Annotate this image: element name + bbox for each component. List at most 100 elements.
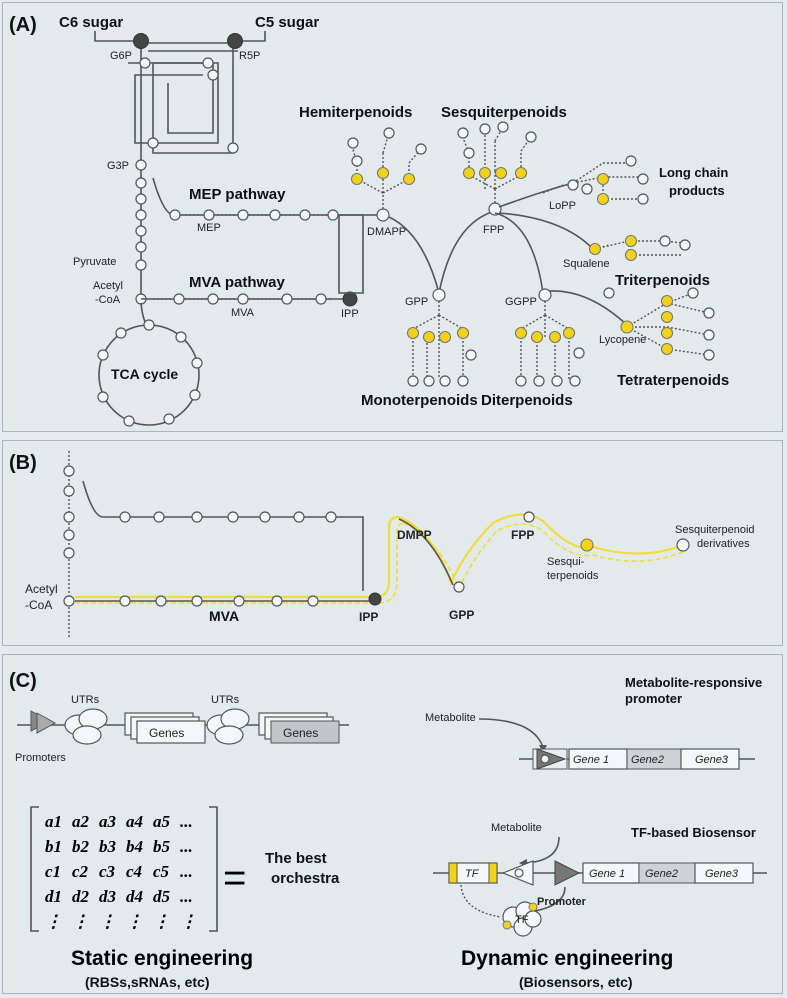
gene1-b-label: Gene 1 <box>589 868 625 880</box>
tf-protein-label: TF <box>515 914 529 926</box>
dmapp-node <box>376 208 390 222</box>
tca-cycle <box>97 302 203 427</box>
mep-label: MEP <box>197 222 221 234</box>
matrix-cell: a2 <box>72 812 90 831</box>
static-engineering-subtitle: (RBSs,sRNAs, etc) <box>85 974 209 990</box>
gene1-a-label: Gene 1 <box>573 754 609 766</box>
g3p-label: G3P <box>107 160 129 172</box>
gene2-a-label: Gene2 <box>631 754 664 766</box>
panel-b: (B) Acetyl -CoA MVA IPP <box>2 440 783 646</box>
b-acetyl-label-1: Acetyl <box>25 582 58 596</box>
fpp-squalene-link <box>498 212 594 250</box>
matrix-cell: ... <box>180 887 193 906</box>
matrix-cell: a3 <box>99 812 117 831</box>
g6p-label: G6P <box>110 50 132 62</box>
matrix-cell: c2 <box>72 862 89 881</box>
matrix-cell: ⋮ <box>72 912 89 931</box>
tetraterpenoids-label: Tetraterpenoids <box>617 372 729 389</box>
dynamic-engineering-subtitle: (Biosensors, etc) <box>519 974 633 990</box>
c5-sugar-label: C5 sugar <box>255 14 319 31</box>
ggpp-label: GGPP <box>505 296 537 308</box>
ipp-dmapp-loop <box>338 214 364 294</box>
long-chain-label-1: Long chain <box>659 165 728 180</box>
mva-pathway <box>141 293 348 305</box>
r5p-node <box>227 33 243 49</box>
panel-b-diagram: (B) Acetyl -CoA MVA IPP <box>9 451 755 637</box>
b-dmpp-label: DMPP <box>397 528 432 542</box>
lycopene-label: Lycopene <box>599 334 646 346</box>
lopp-label: LoPP <box>549 200 576 212</box>
tf-expression-arrow <box>460 884 502 918</box>
matrix-cell: a5 <box>153 812 171 831</box>
c6-sugar-label: C6 sugar <box>59 14 123 31</box>
hemiterpenoids-tree <box>347 127 427 209</box>
panel-b-mva-line <box>75 515 406 607</box>
monoterpenoids-tree <box>406 301 477 387</box>
promoter-label: Promoter <box>537 896 587 908</box>
long-chain-tree <box>542 155 649 206</box>
promoters-label: Promoters <box>15 752 66 764</box>
matrix-cell: c4 <box>126 862 142 881</box>
g6p-node <box>133 33 149 49</box>
promoter-link <box>534 886 566 912</box>
matrix-cell: b4 <box>126 837 143 856</box>
c5-input-arrow <box>241 31 266 42</box>
b-acetyl-label-2: -CoA <box>25 598 52 612</box>
matrix-cell: c3 <box>99 862 116 881</box>
acetyl-coa-label-2: -CoA <box>95 294 121 306</box>
matrix-cell: d2 <box>72 887 90 906</box>
matrix-right-bracket <box>209 806 218 932</box>
b-ipp-label: IPP <box>359 610 378 624</box>
dynamic-engineering-title: Dynamic engineering <box>461 947 673 970</box>
gpp-label: GPP <box>405 296 428 308</box>
metabolite-responsive-label-2: promoter <box>625 691 682 706</box>
mva-label: MVA <box>231 307 255 319</box>
matrix-cell: ⋮ <box>180 912 197 931</box>
utrs-label-1: UTRs <box>71 694 100 706</box>
dmapp-label: DMAPP <box>367 226 406 238</box>
matrix-cell: ⋮ <box>153 912 170 931</box>
b-mva-label: MVA <box>209 608 239 624</box>
b-gpp-node <box>453 581 465 593</box>
hemiterpenoids-label: Hemiterpenoids <box>299 104 412 121</box>
monoterpenoids-label: Monoterpenoids <box>361 392 478 409</box>
matrix-cell: ⋮ <box>126 912 143 931</box>
metabolite-label-2: Metabolite <box>491 822 542 834</box>
glycolysis-column <box>135 159 147 305</box>
matrix-cell: ... <box>180 812 193 831</box>
matrix-cell: ⋮ <box>45 912 62 931</box>
fpp-lopp-link <box>498 182 574 208</box>
matrix-cell: a4 <box>126 812 143 831</box>
matrix-cell: b5 <box>153 837 171 856</box>
panel-b-label: (B) <box>9 452 37 474</box>
matrix-cell: d5 <box>153 887 171 906</box>
matrix-cell: c5 <box>153 862 170 881</box>
c6-input-arrow <box>94 31 133 42</box>
diterpenoids-label: Diterpenoids <box>481 392 573 409</box>
gpp-fpp-arc <box>438 210 496 294</box>
b-sesquiterpenoids-node <box>580 538 594 552</box>
tf-construct <box>433 860 767 886</box>
static-engineering-title: Static engineering <box>71 947 253 970</box>
matrix-cell: d3 <box>99 887 117 906</box>
matrix-cell: b1 <box>45 837 62 856</box>
matrix-cell: ... <box>180 862 193 881</box>
b-fpp-label: FPP <box>511 528 534 542</box>
matrix-cell: ⋮ <box>99 912 116 931</box>
b-derivatives-label-2: derivatives <box>697 538 750 550</box>
sesquiterpenoids-tree <box>457 121 537 203</box>
tetraterpenoids-tree <box>603 287 715 361</box>
fpp-ggpp-arc <box>494 212 544 294</box>
mva-pathway-label: MVA pathway <box>189 274 286 291</box>
r5p-label: R5P <box>239 50 260 62</box>
b-fpp-node <box>523 511 535 523</box>
best-label-1: The best <box>265 850 327 867</box>
matrix-cell: b3 <box>99 837 117 856</box>
gene2-b-label: Gene2 <box>645 868 678 880</box>
ggpp-lycopene-link <box>548 290 628 326</box>
metabolite-arrow-1 <box>478 718 544 748</box>
tca-cycle-label: TCA cycle <box>111 366 178 382</box>
acetyl-coa-label-1: Acetyl <box>93 280 123 292</box>
genes-label-1: Genes <box>149 726 184 740</box>
panel-a-label: (A) <box>9 14 37 36</box>
